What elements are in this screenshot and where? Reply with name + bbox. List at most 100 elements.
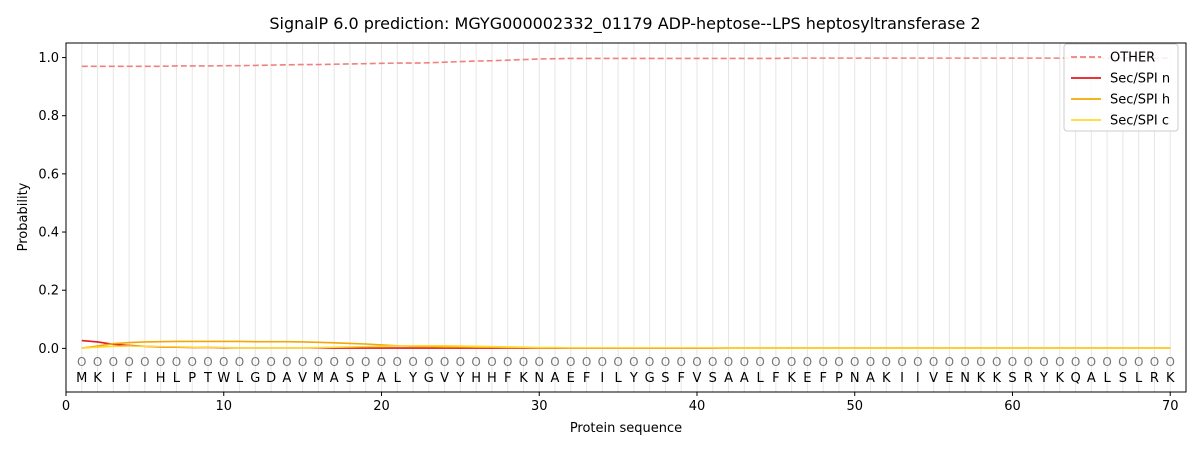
residue-letter: N [960, 371, 970, 386]
y-axis-ticks: 0.0 0.2 0.4 0.6 0.8 1.0 [38, 51, 66, 357]
residue-letter: K [977, 371, 986, 386]
residue-letter: I [900, 371, 904, 386]
region-label: O [598, 355, 607, 369]
residue-letter: S [1008, 371, 1016, 386]
residue-letter: E [567, 371, 575, 386]
residue-labels: OMOKOIOFOIOHOLOPOTOWOLOGODOAOVOMOAOSOPOA… [76, 355, 1175, 386]
region-label: O [645, 355, 654, 369]
residue-letter: F [772, 371, 779, 386]
region-label: O [77, 355, 86, 369]
x-tick-label: 60 [1004, 399, 1021, 414]
residue-letter: R [1024, 371, 1033, 386]
region-label: O [345, 355, 354, 369]
region-label: O [440, 355, 449, 369]
region-label: O [109, 355, 118, 369]
region-label: O [945, 355, 954, 369]
region-label: O [1055, 355, 1064, 369]
residue-letter: G [645, 371, 655, 386]
region-label: O [1024, 355, 1033, 369]
region-label: O [1071, 355, 1080, 369]
residue-letter: P [188, 371, 196, 386]
legend-label: Sec/SPI c [1110, 114, 1169, 129]
residue-letter: T [203, 371, 212, 386]
residue-letter: H [487, 371, 497, 386]
y-tick-label: 0.4 [38, 226, 59, 241]
residue-letter: S [1119, 371, 1127, 386]
region-label: O [771, 355, 780, 369]
residue-letter: G [424, 371, 434, 386]
residue-letter: A [330, 371, 339, 386]
residue-letter: A [740, 371, 749, 386]
region-label: O [550, 355, 559, 369]
residue-letter: L [1135, 371, 1143, 386]
x-tick-label: 40 [689, 399, 706, 414]
residue-letter: K [93, 371, 102, 386]
region-label: O [1102, 355, 1111, 369]
region-label: O [124, 355, 133, 369]
region-label: O [897, 355, 906, 369]
region-label: O [929, 355, 938, 369]
chart-title: SignalP 6.0 prediction: MGYG000002332_01… [269, 14, 980, 34]
x-tick-label: 70 [1162, 399, 1179, 414]
region-label: O [298, 355, 307, 369]
residue-letter: I [600, 371, 604, 386]
residue-letter: A [377, 371, 386, 386]
series-line-sec-spi-c [81, 344, 1171, 349]
residue-letter: I [916, 371, 920, 386]
x-tick-label: 30 [531, 399, 548, 414]
residue-letter: P [362, 371, 370, 386]
region-label: O [960, 355, 969, 369]
region-label: O [424, 355, 433, 369]
region-label: O [818, 355, 827, 369]
residue-letter: K [787, 371, 796, 386]
region-label: O [377, 355, 386, 369]
region-label: O [251, 355, 260, 369]
y-tick-label: 0.6 [38, 167, 59, 182]
region-label: O [613, 355, 622, 369]
region-label: O [314, 355, 323, 369]
region-label: O [140, 355, 149, 369]
residue-letter: M [76, 371, 87, 386]
residue-letter: V [693, 371, 702, 386]
region-label: O [1165, 355, 1174, 369]
residue-letter: Y [455, 371, 464, 386]
region-label: O [913, 355, 922, 369]
region-label: O [471, 355, 480, 369]
residue-letter: L [756, 371, 764, 386]
region-label: O [1150, 355, 1159, 369]
region-label: O [519, 355, 528, 369]
region-label: O [850, 355, 859, 369]
residue-letter: A [866, 371, 875, 386]
region-label: O [266, 355, 275, 369]
region-label: O [487, 355, 496, 369]
residue-letter: G [250, 371, 260, 386]
region-label: O [93, 355, 102, 369]
region-label: O [156, 355, 165, 369]
residue-letter: Y [1039, 371, 1048, 386]
region-label: O [408, 355, 417, 369]
region-label: O [1008, 355, 1017, 369]
region-label: O [535, 355, 544, 369]
residue-letter: A [1087, 371, 1096, 386]
region-label: O [787, 355, 796, 369]
residue-letter: L [236, 371, 244, 386]
residue-letter: F [504, 371, 511, 386]
region-label: O [503, 355, 512, 369]
residue-letter: F [677, 371, 684, 386]
residue-letter: K [1166, 371, 1175, 386]
region-label: O [866, 355, 875, 369]
residue-letter: K [1056, 371, 1065, 386]
x-tick-label: 20 [373, 399, 390, 414]
residue-letter: S [709, 371, 717, 386]
residue-letter: K [519, 371, 528, 386]
residue-letter: H [471, 371, 481, 386]
series-lines [81, 57, 1171, 349]
residue-letter: H [156, 371, 166, 386]
gridlines [81, 43, 1171, 392]
y-tick-label: 0.8 [38, 109, 59, 124]
residue-letter: D [266, 371, 276, 386]
region-label: O [582, 355, 591, 369]
legend-label: OTHER [1110, 51, 1155, 66]
x-axis-ticks: 0 10 20 30 40 50 60 70 [62, 392, 1179, 414]
region-label: O [1118, 355, 1127, 369]
